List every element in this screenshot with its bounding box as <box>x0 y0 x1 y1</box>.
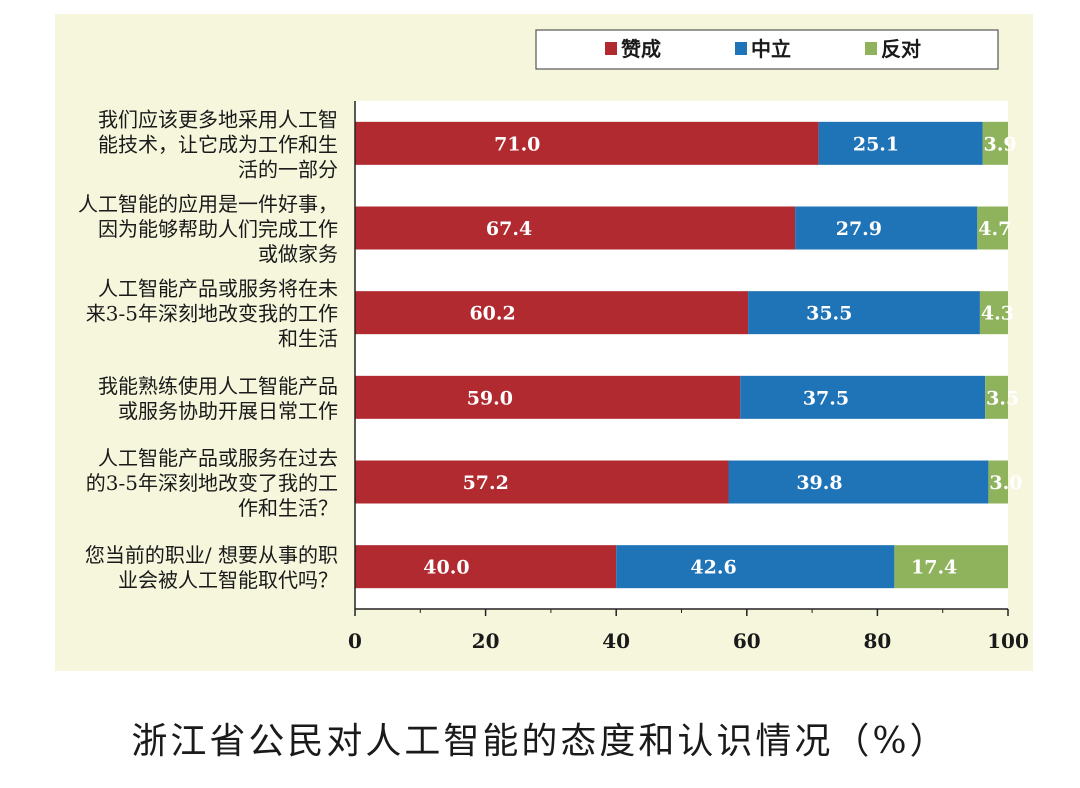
category-label-4-line-2: 或服务协助开展日常工作 <box>118 399 338 423</box>
data-label-neutral-6: 42.6 <box>690 557 736 579</box>
bar-oppose-3 <box>979 291 1008 335</box>
plot-area <box>355 101 1008 609</box>
legend-swatch-agree <box>605 42 617 55</box>
bar-neutral-5 <box>728 460 989 504</box>
category-label-2-line-2: 因为能够帮助人们完成工作 <box>98 217 338 241</box>
category-label-3-line-1: 人工智能产品或服务将在未 <box>98 277 338 301</box>
category-label-1-line-3: 活的一部分 <box>238 157 338 181</box>
x-tick-label-80: 80 <box>863 629 891 653</box>
data-label-neutral-4: 37.5 <box>803 387 849 409</box>
data-label-oppose-4: 3.5 <box>986 387 1019 409</box>
data-label-oppose-2: 4.7 <box>978 218 1011 240</box>
figure-caption: 浙江省公民对人工智能的态度和认识情况（%） <box>131 721 949 762</box>
category-label-6-line-2: 业会被人工智能取代吗？ <box>118 568 338 592</box>
category-label-2-line-3: 或做家务 <box>258 242 338 266</box>
data-label-agree-2: 67.4 <box>486 218 532 240</box>
data-label-agree-3: 60.2 <box>469 303 515 325</box>
legend-swatch-oppose <box>865 42 877 55</box>
bar-agree-5 <box>355 460 729 504</box>
data-label-oppose-6: 17.4 <box>911 557 957 579</box>
data-label-neutral-5: 39.8 <box>796 472 842 494</box>
bar-neutral-1 <box>818 121 983 165</box>
data-label-neutral-2: 27.9 <box>836 218 882 240</box>
data-label-agree-6: 40.0 <box>423 557 469 579</box>
x-tick-label-100: 100 <box>987 629 1029 653</box>
category-label-3-line-2: 来3-5年深刻地改变我的工作 <box>86 302 338 326</box>
bar-oppose-2 <box>977 206 1008 250</box>
legend-label-agree: 赞成 <box>620 37 661 61</box>
category-label-5-line-1: 人工智能产品或服务在过去 <box>98 446 338 470</box>
category-label-6-line-1: 您当前的职业/ 想要从事的职 <box>85 543 338 567</box>
category-label-5-line-3: 作和生活？ <box>238 496 338 520</box>
data-label-oppose-3: 4.3 <box>981 303 1014 325</box>
bar-neutral-3 <box>748 291 980 335</box>
category-label-5-line-2: 的3-5年深刻地改变了我的工 <box>86 471 338 495</box>
bar-oppose-1 <box>982 121 1008 165</box>
x-tick-label-0: 0 <box>348 629 362 653</box>
x-tick-label-20: 20 <box>472 629 500 653</box>
bar-agree-2 <box>355 206 796 250</box>
category-label-3-line-3: 和生活 <box>278 327 338 351</box>
category-label-1-line-1: 我们应该更多地采用人工智 <box>98 107 338 131</box>
x-tick-label-40: 40 <box>602 629 630 653</box>
stacked-bar-chart: 71.0 25.1 3.9 我们应该更多地采用人工智能技术，让它成为工作和生活的一部分… <box>78 29 1029 653</box>
legend-label-oppose: 反对 <box>881 37 921 61</box>
bar-agree-1 <box>355 121 819 165</box>
legend-swatch-neutral <box>735 42 747 55</box>
bar-oppose-6 <box>894 545 1008 589</box>
bar-agree-4 <box>355 375 741 419</box>
bar-neutral-6 <box>616 545 895 589</box>
category-label-4-line-1: 我能熟练使用人工智能产品 <box>98 374 338 398</box>
data-label-oppose-1: 3.9 <box>984 133 1017 155</box>
data-label-agree-1: 71.0 <box>494 133 540 155</box>
bar-agree-3 <box>355 291 749 335</box>
data-label-oppose-5: 3.0 <box>989 472 1022 494</box>
bar-neutral-4 <box>740 375 986 419</box>
category-label-2-line-1: 人工智能的应用是一件好事， <box>78 192 338 216</box>
data-label-agree-5: 57.2 <box>463 472 509 494</box>
bar-oppose-5 <box>988 460 1008 504</box>
x-tick-label-60: 60 <box>733 629 761 653</box>
legend-label-neutral: 中立 <box>751 37 791 61</box>
chart-panel: 71.0 25.1 3.9 我们应该更多地采用人工智 能技术，让它成为工作和生 活的一部分… <box>55 14 1033 671</box>
bar-oppose-4 <box>985 375 1008 419</box>
bar-neutral-2 <box>795 206 978 250</box>
data-label-agree-4: 59.0 <box>467 387 513 409</box>
category-label-1-line-2: 能技术，让它成为工作和生 <box>98 132 338 156</box>
data-label-neutral-1: 25.1 <box>853 133 899 155</box>
data-label-neutral-3: 35.5 <box>806 303 852 325</box>
bar-agree-6 <box>355 545 617 589</box>
